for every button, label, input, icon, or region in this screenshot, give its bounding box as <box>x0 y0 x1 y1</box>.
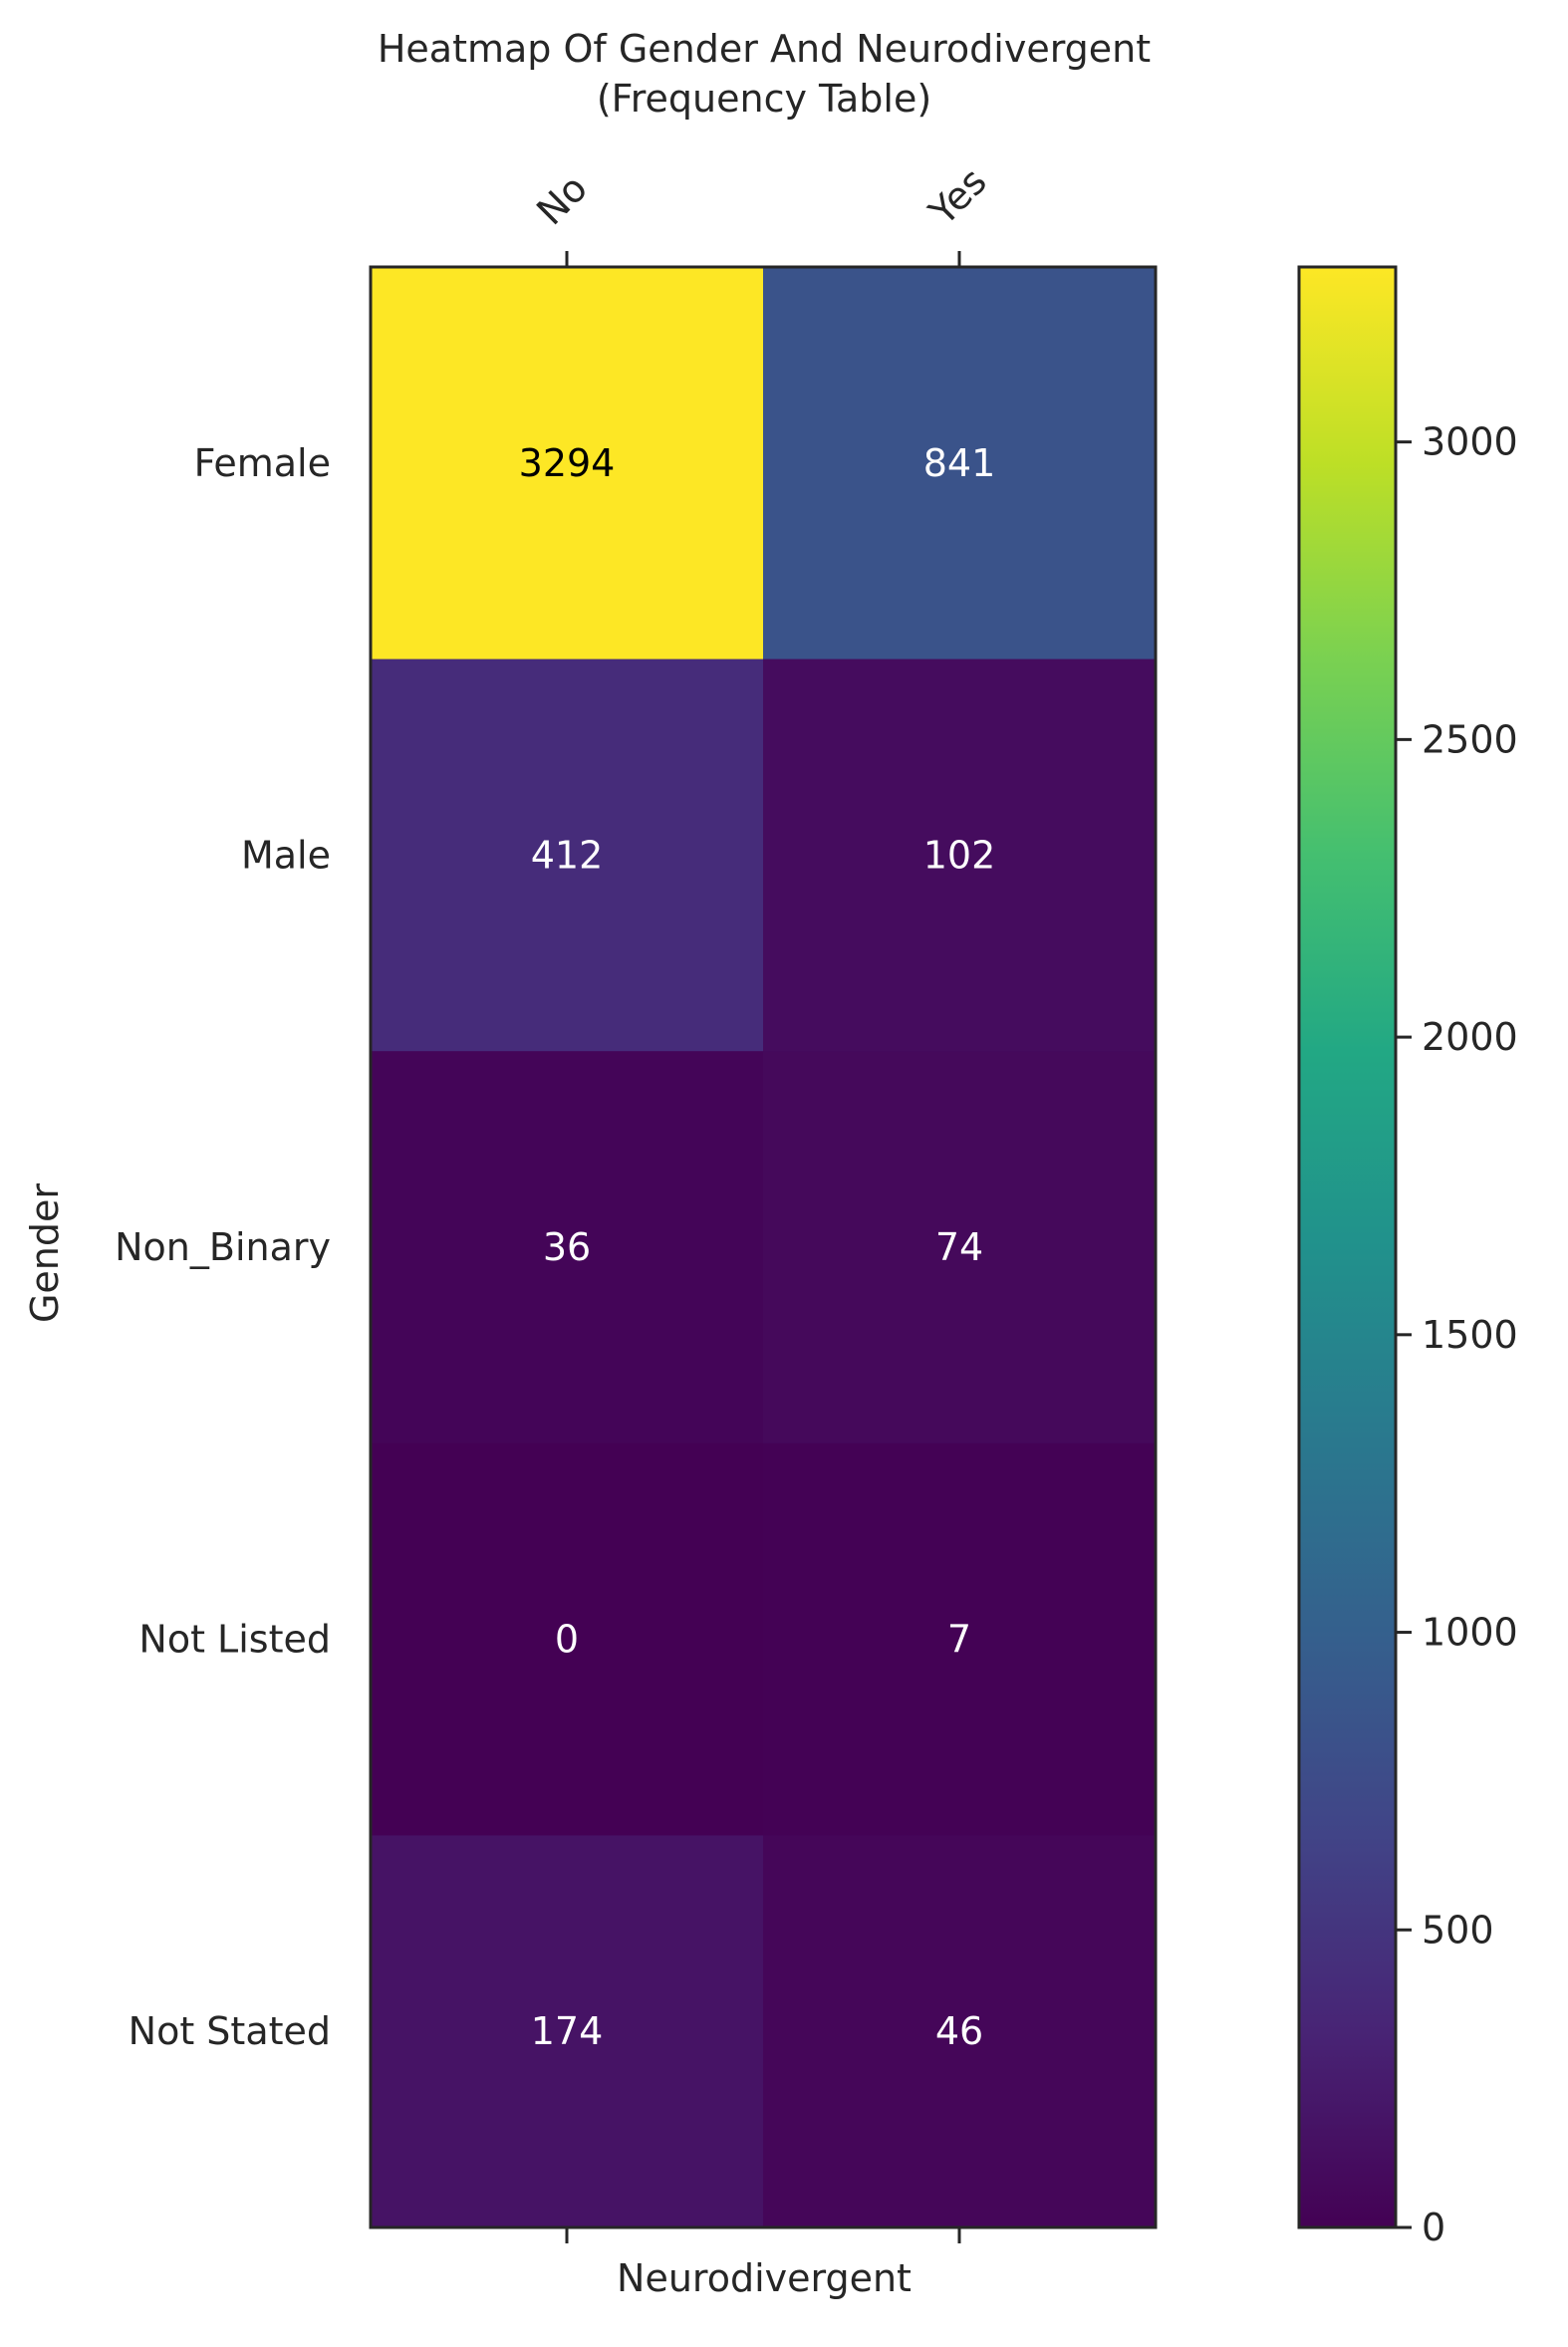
y-tick-label: Not Stated <box>129 2009 331 2053</box>
cell-value-label: 0 <box>555 1618 579 1662</box>
x-tick-label: Yes <box>920 159 995 234</box>
heatmap-cell <box>763 267 1157 660</box>
colorbar-tick-label: 2000 <box>1422 1015 1518 1059</box>
colorbar-tick-label: 1000 <box>1422 1611 1518 1655</box>
heatmap-cell <box>371 658 764 1052</box>
y-tick-label: Female <box>194 441 331 485</box>
chart-title: Heatmap Of Gender And Neurodivergent (Fre… <box>378 27 1151 121</box>
cell-value-label: 7 <box>947 1618 971 1662</box>
cell-value-label: 412 <box>531 833 604 877</box>
colorbar: 0 500 1000 1500 2000 2500 3000 <box>1297 265 1518 2249</box>
y-tick-label: Non_Binary <box>115 1225 331 1269</box>
colorbar-gradient <box>1297 265 1398 2229</box>
cell-value-label: 174 <box>531 2009 604 2053</box>
heatmap-cell <box>763 658 1157 1052</box>
colorbar-tick-label: 2500 <box>1422 717 1518 761</box>
chart-title-line: (Frequency Table) <box>597 77 931 121</box>
colorbar-tick-label: 1500 <box>1422 1313 1518 1357</box>
chart-title-line: Heatmap Of Gender And Neurodivergent <box>378 27 1151 71</box>
y-tick-label: Male <box>241 833 331 877</box>
heatmap-cell <box>371 267 764 660</box>
x-axis-label: Neurodivergent <box>617 2256 912 2300</box>
heatmap-cells <box>369 265 1158 2229</box>
heatmap-cell <box>371 1051 764 1444</box>
colorbar-tick-label: 0 <box>1422 2206 1445 2249</box>
cell-value-label: 102 <box>923 833 996 877</box>
heatmap-frame <box>369 265 1158 2229</box>
heatmap-cell <box>763 1442 1157 1836</box>
colorbar-tick-label: 500 <box>1422 1908 1494 1952</box>
y-tick-label: Not Listed <box>138 1618 331 1662</box>
heatmap-cell <box>763 1835 1157 2228</box>
y-axis-ticks: Female Male Non_Binary Not Listed Not Stated <box>115 441 331 2053</box>
y-axis-label: Gender <box>23 1183 67 1323</box>
x-tick-label: No <box>528 166 596 234</box>
cell-value-label: 841 <box>923 441 996 485</box>
cell-value-label: 74 <box>935 1225 983 1269</box>
colorbar-tick-label: 3000 <box>1422 420 1518 464</box>
heatmap-cell <box>371 1835 764 2228</box>
cell-annotations: 3294 841 412 102 36 74 0 7 174 46 <box>519 441 996 2053</box>
heatmap-cell <box>763 1051 1157 1444</box>
cell-value-label: 3294 <box>519 441 616 485</box>
heatmap-cell <box>371 1442 764 1836</box>
cell-value-label: 46 <box>935 2009 983 2053</box>
cell-value-label: 36 <box>543 1225 591 1269</box>
